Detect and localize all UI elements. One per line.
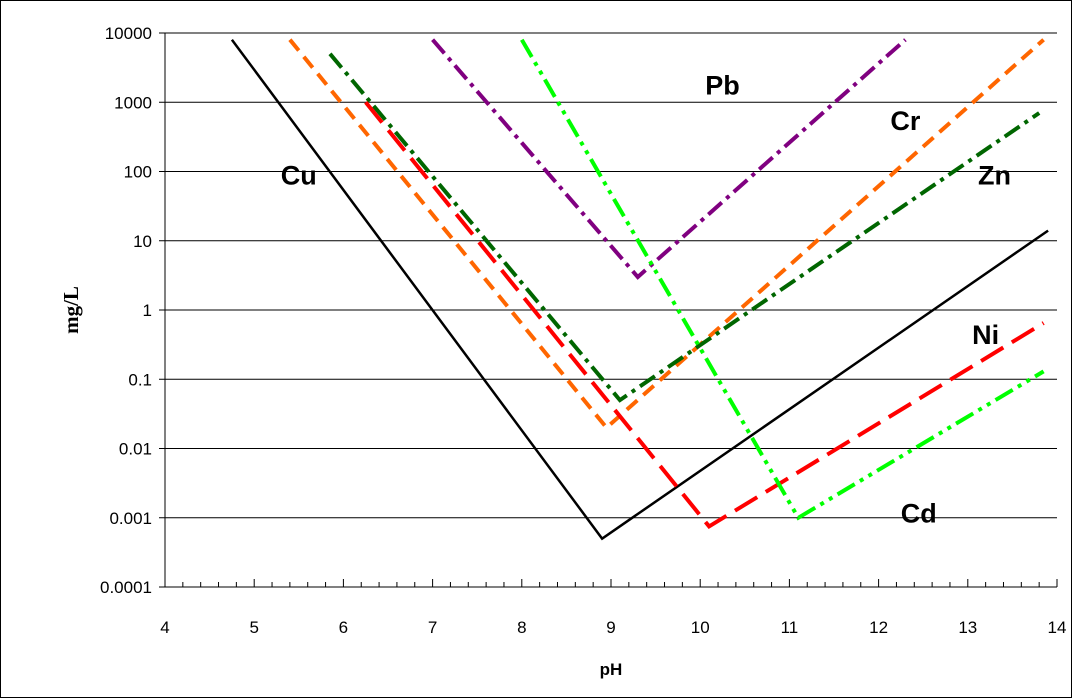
series-line-cu	[230, 38, 1049, 541]
y-tick-label: 0.01	[119, 440, 152, 459]
y-axis-title: mg/L	[59, 286, 83, 334]
y-tick-label: 10	[133, 232, 152, 251]
x-axis-title: pH	[600, 660, 623, 679]
x-tick-label: 5	[249, 618, 258, 637]
series-label-zn: Zn	[978, 161, 1011, 191]
series-label-cr: Cr	[890, 106, 920, 136]
series-line-zn	[328, 52, 1041, 403]
series-line-ni	[364, 101, 1045, 530]
series-line-cr	[288, 38, 1045, 431]
x-tick-label: 7	[428, 618, 437, 637]
series-line-pb	[431, 38, 907, 280]
y-tick-label: 0.001	[109, 509, 152, 528]
x-tick-labels: 4 5 6 7 8 9 10 11 12 13 14	[160, 618, 1066, 637]
y-tick-label: 0.0001	[100, 578, 152, 597]
x-tick-label: 11	[781, 618, 799, 637]
x-tick-label: 10	[691, 618, 710, 637]
series-line-cd	[520, 38, 1045, 521]
y-tick-label: 1	[143, 301, 152, 320]
x-tick-label: 13	[958, 618, 977, 637]
series-lines	[230, 38, 1049, 541]
series-label-pb: Pb	[705, 71, 740, 101]
x-tick-label: 4	[160, 618, 169, 637]
x-tick-label: 12	[869, 618, 888, 637]
axes	[159, 32, 1058, 588]
series-labels: Cu Cr Zn Ni Pb Cd	[281, 71, 1011, 529]
y-tick-label: 1000	[114, 93, 152, 112]
y-tick-label: 0.1	[128, 370, 152, 389]
series-label-cu: Cu	[281, 161, 317, 191]
x-tick-label: 8	[517, 618, 526, 637]
x-tick-label: 9	[606, 618, 615, 637]
x-tick-label: 6	[339, 618, 348, 637]
series-label-ni: Ni	[972, 320, 999, 350]
x-tick-label: 14	[1048, 618, 1067, 637]
y-tick-label: 100	[124, 163, 152, 182]
y-tick-label: 10000	[105, 24, 152, 43]
series-label-cd: Cd	[901, 498, 937, 528]
y-tick-labels: 0.0001 0.001 0.01 0.1 1 10 100 1000 10000	[100, 24, 152, 597]
grid-lines	[165, 32, 1057, 519]
